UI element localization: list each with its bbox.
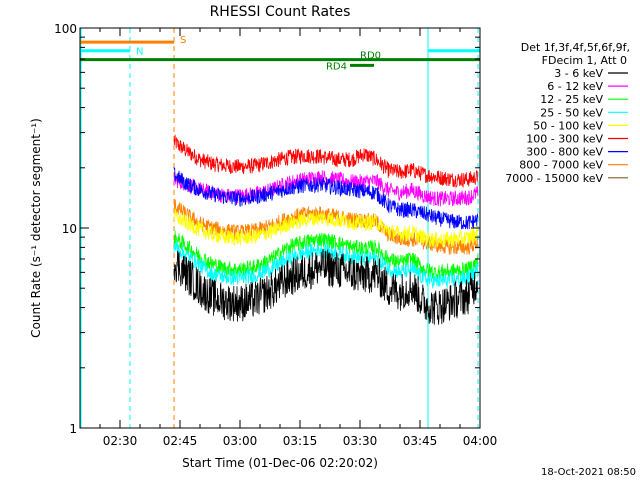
legend-entry-label: 300 - 800 keV xyxy=(526,146,603,159)
series-line xyxy=(173,134,479,189)
legend-entry-label: 50 - 100 keV xyxy=(533,119,603,132)
legend-entry-label: 25 - 50 keV xyxy=(540,106,603,119)
night-flag-label: N xyxy=(136,47,143,58)
legend-header-line-1: Det 1f,3f,4f,5f,6f,9f, xyxy=(521,41,630,54)
chart-title: RHESSI Count Rates xyxy=(210,4,351,20)
series-line xyxy=(173,207,479,248)
legend-entry-label: 3 - 6 keV xyxy=(554,67,603,80)
x-axis-label: Start Time (01-Dec-06 02:20:02) xyxy=(182,456,378,470)
series-line xyxy=(173,248,479,325)
x-tick-label: 03:00 xyxy=(223,434,258,448)
legend-header-line-2: FDecim 1, Att 0 xyxy=(542,54,627,67)
rd4-flag-label: RD4 xyxy=(326,61,347,72)
x-tick-label: 02:30 xyxy=(103,434,138,448)
legend-entry-label: 7000 - 15000 keV xyxy=(505,172,603,185)
y-tick-label: 1 xyxy=(69,422,77,436)
y-axis-label: Count Rate (s⁻¹ detector segment⁻¹) xyxy=(29,118,43,338)
legend-entry-label: 6 - 12 keV xyxy=(547,80,603,93)
legend-entry-label: 12 - 25 keV xyxy=(540,93,603,106)
annotation-layer: N S RD0 RD4 xyxy=(80,28,480,428)
x-tick-label: 03:45 xyxy=(403,434,438,448)
series-line xyxy=(173,167,479,230)
x-tick-label: 03:30 xyxy=(343,434,378,448)
x-tick-label: 03:15 xyxy=(283,434,318,448)
x-tick-label: 02:45 xyxy=(163,434,198,448)
legend: Det 1f,3f,4f,5f,6f,9f, FDecim 1, Att 0 3… xyxy=(505,41,630,185)
tick-layer: 02:30 02:45 03:00 03:15 03:30 03:45 04:00 1 10 10… xyxy=(54,22,497,448)
y-tick-label: 10 xyxy=(62,222,77,236)
legend-entry-label: 100 - 300 keV xyxy=(526,133,603,146)
footer-date: 18-Oct-2021 08:50 xyxy=(541,467,636,478)
x-tick-label: 04:00 xyxy=(463,434,498,448)
y-tick-label: 100 xyxy=(54,22,77,36)
series-line xyxy=(173,230,479,281)
s-flag-label: S xyxy=(180,35,186,46)
series-layer xyxy=(173,134,479,325)
legend-entry-label: 800 - 7000 keV xyxy=(519,159,603,172)
rd0-flag-label: RD0 xyxy=(360,51,381,62)
